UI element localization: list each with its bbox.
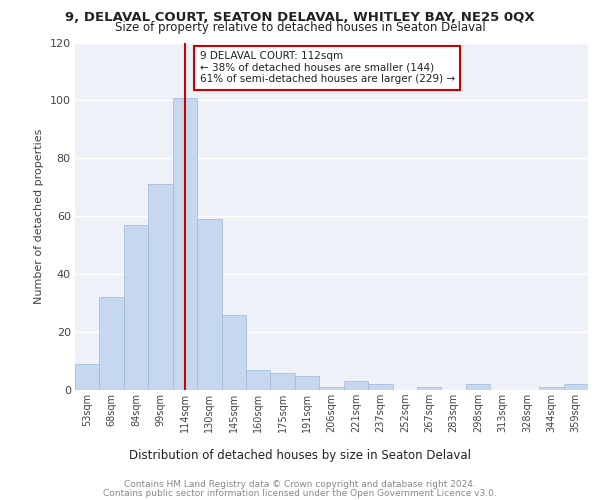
Bar bbox=[124, 225, 148, 390]
Bar bbox=[539, 387, 563, 390]
Text: Contains public sector information licensed under the Open Government Licence v3: Contains public sector information licen… bbox=[103, 488, 497, 498]
Bar bbox=[368, 384, 392, 390]
Bar bbox=[417, 387, 442, 390]
Text: 9 DELAVAL COURT: 112sqm
← 38% of detached houses are smaller (144)
61% of semi-d: 9 DELAVAL COURT: 112sqm ← 38% of detache… bbox=[200, 51, 455, 84]
Bar bbox=[173, 98, 197, 390]
Y-axis label: Number of detached properties: Number of detached properties bbox=[34, 128, 44, 304]
Bar bbox=[295, 376, 319, 390]
Bar bbox=[271, 372, 295, 390]
Bar bbox=[148, 184, 173, 390]
Text: Size of property relative to detached houses in Seaton Delaval: Size of property relative to detached ho… bbox=[115, 21, 485, 34]
Bar bbox=[221, 314, 246, 390]
Bar bbox=[466, 384, 490, 390]
Bar bbox=[246, 370, 271, 390]
Text: 9, DELAVAL COURT, SEATON DELAVAL, WHITLEY BAY, NE25 0QX: 9, DELAVAL COURT, SEATON DELAVAL, WHITLE… bbox=[65, 11, 535, 24]
Text: Contains HM Land Registry data © Crown copyright and database right 2024.: Contains HM Land Registry data © Crown c… bbox=[124, 480, 476, 489]
Bar bbox=[100, 298, 124, 390]
Bar bbox=[344, 382, 368, 390]
Text: Distribution of detached houses by size in Seaton Delaval: Distribution of detached houses by size … bbox=[129, 450, 471, 462]
Bar bbox=[319, 387, 344, 390]
Bar bbox=[563, 384, 588, 390]
Bar bbox=[75, 364, 100, 390]
Bar bbox=[197, 219, 221, 390]
